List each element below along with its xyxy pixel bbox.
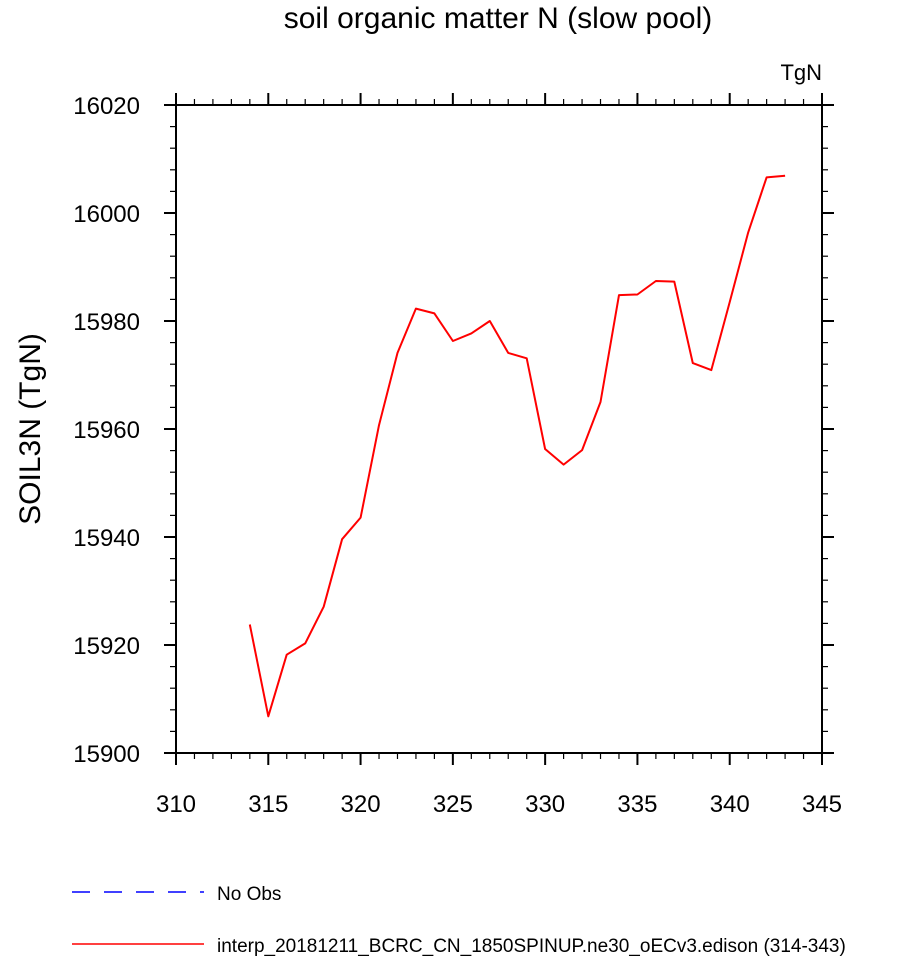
x-tick-label: 320 bbox=[341, 791, 381, 818]
x-tick-label: 315 bbox=[248, 791, 288, 818]
units-label: TgN bbox=[780, 60, 822, 85]
legend-series-label: interp_20181211_BCRC_CN_1850SPINUP.ne30_… bbox=[217, 936, 846, 957]
x-tick-labels: 310 315 320 325 330 335 340 345 bbox=[156, 791, 842, 818]
plot-frame bbox=[175, 104, 823, 754]
x-tick-label: 310 bbox=[156, 791, 196, 818]
y-tick-label: 16000 bbox=[73, 201, 140, 228]
y-tick-labels: 15900 15920 15940 15960 15980 16000 16020 bbox=[73, 93, 140, 768]
y-tick-label: 15960 bbox=[73, 417, 140, 444]
x-tick-label: 335 bbox=[617, 791, 657, 818]
x-tick-label: 325 bbox=[433, 791, 473, 818]
y-axis-label: SOIL3N (TgN) bbox=[14, 333, 47, 525]
series-group bbox=[248, 174, 786, 718]
series-line-0 bbox=[248, 174, 786, 718]
y-tick-label: 15980 bbox=[73, 309, 140, 336]
axis-ticks bbox=[164, 93, 834, 765]
legend: No Obs interp_20181211_BCRC_CN_1850SPINU… bbox=[72, 884, 846, 957]
x-tick-label: 340 bbox=[710, 791, 750, 818]
chart-title: soil organic matter N (slow pool) bbox=[284, 2, 712, 35]
x-tick-label: 330 bbox=[525, 791, 565, 818]
y-tick-label: 15940 bbox=[73, 525, 140, 552]
y-tick-label: 15900 bbox=[73, 741, 140, 768]
x-tick-label: 345 bbox=[802, 791, 842, 818]
y-tick-label: 16020 bbox=[73, 93, 140, 120]
legend-no-obs-label: No Obs bbox=[217, 884, 281, 905]
y-tick-label: 15920 bbox=[73, 633, 140, 660]
